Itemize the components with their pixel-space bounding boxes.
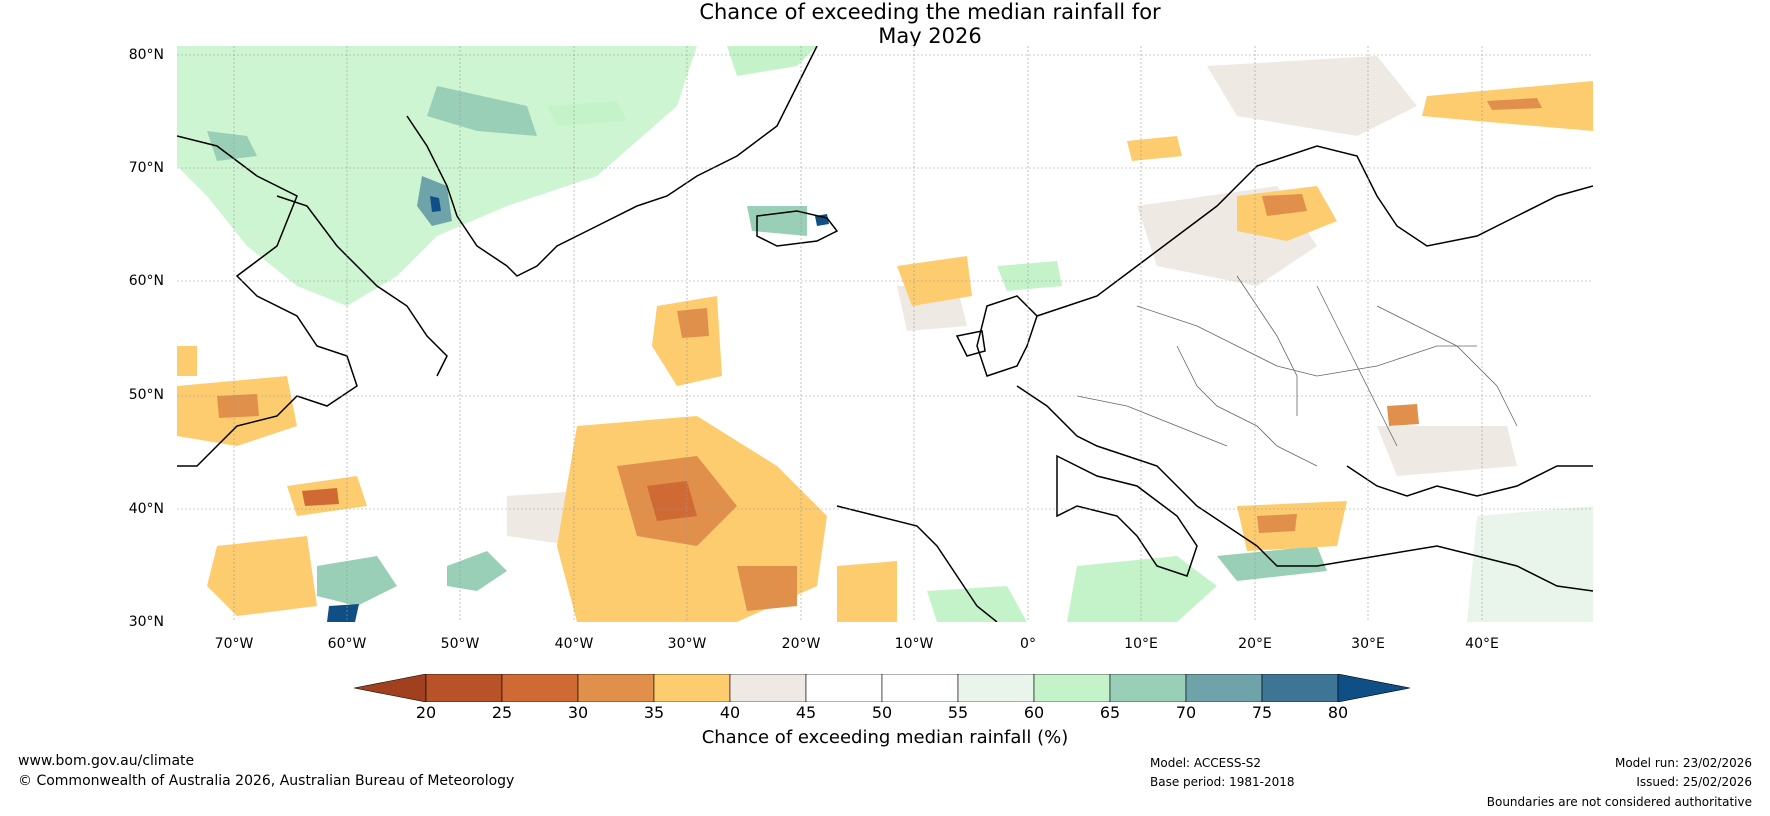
colorbar-segment: [501, 674, 579, 702]
lon-label-30w: 30°W: [667, 636, 707, 652]
website-link[interactable]: www.bom.gov.au/climate: [18, 753, 195, 769]
colorbar-segment: [425, 674, 503, 702]
colorbar-segment: [653, 674, 731, 702]
colorbar-tick-55: 55: [947, 703, 969, 722]
colorbar-tick-30: 30: [567, 703, 589, 722]
rainfall-map: [177, 46, 1593, 622]
lon-label-20w: 20°W: [781, 636, 821, 652]
lon-label-10w: 10°W: [894, 636, 934, 652]
map-title-line2: May 2026: [878, 24, 982, 48]
lat-label-50n: 50°N: [128, 387, 164, 403]
colorbar-segment: [1261, 674, 1339, 702]
disclaimer-text: Boundaries are not considered authoritat…: [1486, 795, 1752, 809]
colorbar-tick-50: 50: [871, 703, 893, 722]
lon-label-10e: 10°E: [1124, 636, 1158, 652]
lon-label-40e: 40°E: [1465, 636, 1499, 652]
map-title: Chance of exceeding the median rainfall …: [0, 0, 1770, 48]
lon-label-50w: 50°W: [440, 636, 480, 652]
lat-label-60n: 60°N: [128, 273, 164, 289]
wetter-regions: [177, 46, 1593, 622]
colorbar-arrow-low: [354, 674, 427, 702]
issued-text: Issued: 25/02/2026: [1636, 775, 1752, 789]
colorbar: [354, 674, 1411, 702]
rainfall-map-canvas: [177, 46, 1593, 622]
copyright-text: © Commonwealth of Australia 2026, Austra…: [18, 773, 515, 789]
lat-label-30n: 30°N: [128, 614, 164, 630]
lon-label-70w: 70°W: [214, 636, 254, 652]
colorbar-tick-40: 40: [719, 703, 741, 722]
colorbar-tick-80: 80: [1327, 703, 1349, 722]
model-run-text: Model run: 23/02/2026: [1614, 756, 1752, 770]
colorbar-title: Chance of exceeding median rainfall (%): [701, 727, 1069, 748]
lon-label-40w: 40°W: [554, 636, 594, 652]
colorbar-tick-25: 25: [491, 703, 513, 722]
lon-label-20e: 20°E: [1238, 636, 1272, 652]
colorbar-segment: [805, 674, 883, 702]
colorbar-tick-60: 60: [1023, 703, 1045, 722]
lon-label-30e: 30°E: [1351, 636, 1385, 652]
colorbar-segment: [957, 674, 1035, 702]
colorbar-segment: [1185, 674, 1263, 702]
colorbar-tick-45: 45: [795, 703, 817, 722]
lat-label-40n: 40°N: [128, 501, 164, 517]
colorbar-tick-70: 70: [1175, 703, 1197, 722]
colorbar-segment: [577, 674, 655, 702]
lat-label-70n: 70°N: [128, 160, 164, 176]
colorbar-segment: [1033, 674, 1111, 702]
colorbar-segment: [881, 674, 959, 702]
gridlines: [177, 46, 1593, 622]
model-text: Model: ACCESS-S2: [1150, 756, 1262, 770]
lon-label-60w: 60°W: [327, 636, 367, 652]
colorbar-arrow-high: [1337, 674, 1411, 702]
colorbar-tick-35: 35: [643, 703, 665, 722]
colorbar-segment: [729, 674, 807, 702]
map-title-line1: Chance of exceeding the median rainfall …: [699, 0, 1161, 24]
lat-label-80n: 80°N: [128, 47, 164, 63]
colorbar-tick-20: 20: [415, 703, 437, 722]
colorbar-segment: [1109, 674, 1187, 702]
country-borders: [1076, 275, 1518, 467]
colorbar-tick-65: 65: [1099, 703, 1121, 722]
lon-label-0: 0°: [1020, 636, 1036, 652]
base-period-text: Base period: 1981-2018: [1150, 775, 1295, 789]
colorbar-tick-75: 75: [1251, 703, 1273, 722]
